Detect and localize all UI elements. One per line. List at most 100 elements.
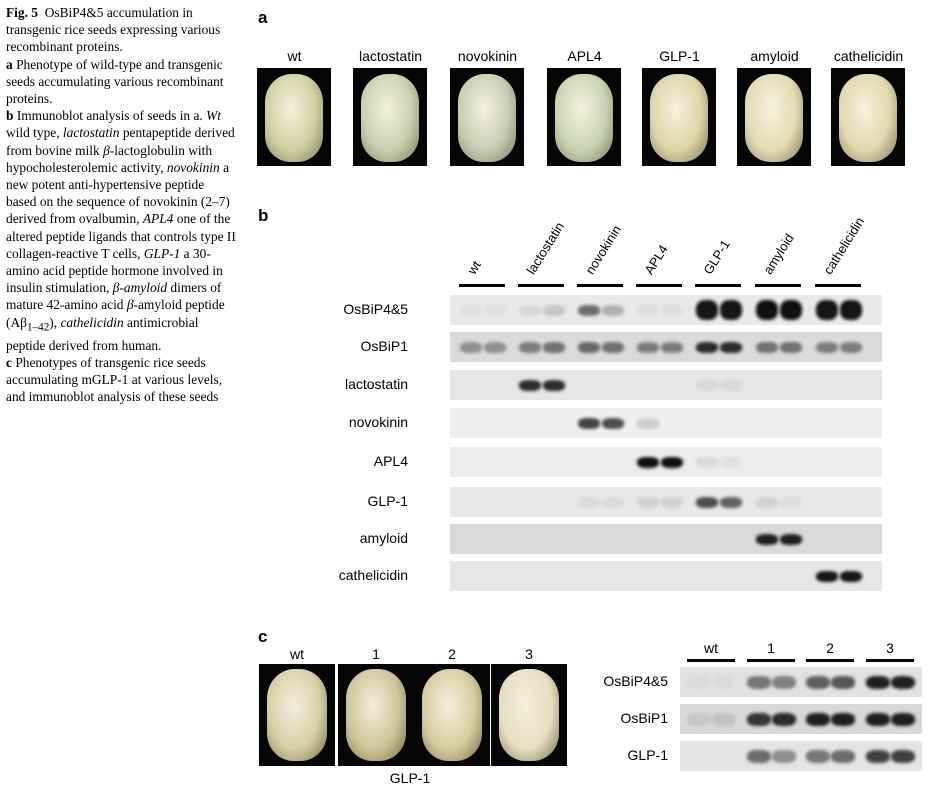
blot-band [720, 456, 742, 468]
blot-row-label: GLP-1 [627, 747, 668, 763]
seed-photo [259, 664, 335, 766]
caption-c-text: Phenotypes of transgenic rice seeds accu… [6, 354, 223, 405]
term-novokinin: novokinin [166, 159, 220, 175]
lane-bar [755, 284, 801, 287]
blot-band [780, 341, 802, 353]
seed-photo [547, 68, 621, 166]
blot-band [756, 496, 778, 508]
blot-row [680, 704, 922, 734]
term-cathelicidin: cathelicidin [60, 314, 124, 330]
blot-band [720, 379, 742, 391]
figure-title: OsBiP4&5 accumulation in transgenic rice… [6, 5, 221, 55]
def-glp1: a 30-amino acid peptide hormone involved… [6, 245, 223, 296]
blot-band [696, 456, 718, 468]
term-amyloid: β-amyloid [112, 280, 168, 296]
panel-c-letter: c [258, 627, 268, 646]
blot-row [680, 667, 922, 697]
blot-band [840, 300, 862, 320]
seed-photo [737, 68, 811, 166]
blot-band [831, 712, 855, 726]
blot-band [637, 456, 659, 468]
blot-band [747, 675, 771, 689]
rice-seed [267, 669, 327, 761]
lane-bar [747, 659, 795, 662]
panel-c-group-label: GLP-1 [389, 770, 431, 786]
lane-bar [695, 284, 741, 287]
blot-band [602, 304, 624, 316]
lane-label: lactostatin [523, 219, 568, 277]
def-apl4: one of the altered peptide ligands that … [6, 211, 236, 261]
blot-band [806, 749, 830, 763]
blot-band [891, 675, 915, 689]
panel-b-letter: b [258, 206, 269, 225]
def-amyloid-2: -amyloid peptide (Aβ [6, 297, 225, 330]
def-wt: wild type, [6, 125, 60, 141]
def-novokinin: a new potent anti-hypertensive peptide b… [6, 159, 230, 227]
blot-band [816, 300, 838, 320]
blot-band [780, 496, 802, 508]
blot-band [687, 676, 711, 689]
blot-band [519, 341, 541, 353]
blot-row [450, 524, 882, 554]
blot-band [484, 341, 506, 353]
blot-band [543, 304, 565, 316]
blot-band [806, 712, 830, 726]
blot-band [602, 417, 624, 429]
blot-band [816, 341, 838, 353]
blot-band [578, 341, 600, 353]
blot-band [543, 379, 565, 391]
blot-row [450, 295, 882, 325]
rice-seed [346, 669, 406, 761]
blot-band [831, 749, 855, 763]
amyloid-subscript: 1–42 [26, 321, 50, 334]
lane-label: 1 [767, 640, 775, 656]
lane-label: wt [464, 258, 484, 277]
seed-label: amyloid [750, 48, 799, 64]
rice-seed [650, 74, 708, 162]
blot-band [720, 341, 742, 353]
lane-bar [806, 659, 854, 662]
seed-photo [353, 68, 427, 166]
lane-bar [577, 284, 623, 287]
caption-b-letter: b [6, 108, 14, 124]
seed-photo [642, 68, 716, 166]
rice-seed [555, 74, 613, 162]
seed-photo [338, 664, 414, 766]
blot-band [747, 712, 771, 726]
lane-label: 3 [886, 640, 894, 656]
lane-label: APL4 [641, 242, 671, 277]
blot-band [637, 304, 659, 316]
blot-row-label: lactostatin [344, 376, 408, 392]
blot-band [602, 341, 624, 353]
blot-row-label: amyloid [359, 530, 408, 546]
blot-band [780, 300, 802, 320]
def-lactostatin: pentapeptide derived from bovine milk [6, 125, 235, 158]
lane-label: GLP-1 [700, 237, 733, 277]
seed-label: 2 [448, 646, 456, 662]
beta-symbol: β [103, 142, 110, 158]
caption-a-text: Phenotype of wild-type and transgenic se… [6, 56, 224, 107]
term-lactostatin: lactostatin [62, 125, 120, 141]
lane-bar [459, 284, 505, 287]
blot-band [720, 496, 742, 508]
seed-photo [450, 68, 524, 166]
blot-band [720, 300, 742, 320]
lane-label: amyloid [760, 231, 797, 277]
blot-band [661, 341, 683, 353]
figure-label: Fig. 5 [6, 5, 38, 20]
blot-band [661, 496, 683, 508]
lane-bar [636, 284, 682, 287]
blot-band [866, 712, 890, 726]
blot-band [687, 712, 711, 726]
blot-band [661, 456, 683, 468]
def-amyloid-3: ), [49, 314, 58, 330]
blot-row-label: OsBiP1 [620, 710, 668, 726]
blot-band [840, 570, 862, 582]
lane-bar [815, 284, 861, 287]
rice-seed [499, 669, 559, 761]
blot-row-label: GLP-1 [367, 493, 408, 509]
blot-band [780, 533, 802, 545]
figure-caption: Fig. 5 OsBiP4&5 accumulation in transgen… [6, 4, 238, 405]
rice-seed [839, 74, 897, 162]
blot-band [484, 304, 506, 316]
